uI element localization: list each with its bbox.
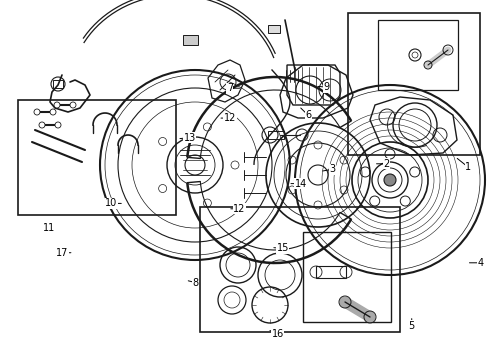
Bar — [183, 35, 198, 45]
Text: 13: 13 — [183, 132, 196, 143]
Bar — [18, 100, 176, 215]
Text: 8: 8 — [192, 278, 198, 288]
Text: 1: 1 — [465, 162, 470, 172]
Circle shape — [39, 122, 45, 128]
Circle shape — [50, 109, 56, 115]
Text: 5: 5 — [408, 321, 414, 331]
Bar — [267, 25, 280, 33]
Text: 4: 4 — [476, 258, 482, 268]
Circle shape — [55, 122, 61, 128]
Text: 6: 6 — [305, 110, 310, 120]
Bar — [53, 80, 63, 88]
Bar — [315, 266, 346, 278]
Bar — [303, 232, 390, 322]
Text: 17: 17 — [56, 248, 69, 258]
Text: 16: 16 — [271, 329, 284, 339]
Bar — [377, 20, 457, 90]
Text: 15: 15 — [276, 243, 288, 253]
Bar — [200, 207, 399, 332]
Circle shape — [70, 102, 76, 108]
Text: 10: 10 — [105, 198, 118, 208]
Text: 9: 9 — [323, 82, 329, 92]
Bar — [267, 131, 284, 139]
Text: 12: 12 — [233, 204, 245, 214]
Circle shape — [34, 109, 40, 115]
Bar — [347, 13, 479, 155]
Text: 3: 3 — [329, 164, 335, 174]
Circle shape — [383, 174, 395, 186]
Text: 11: 11 — [42, 222, 55, 233]
Text: 14: 14 — [294, 179, 306, 189]
Text: 7: 7 — [226, 83, 232, 93]
Text: 12: 12 — [223, 113, 236, 123]
Text: 2: 2 — [383, 159, 388, 169]
Circle shape — [54, 102, 60, 108]
